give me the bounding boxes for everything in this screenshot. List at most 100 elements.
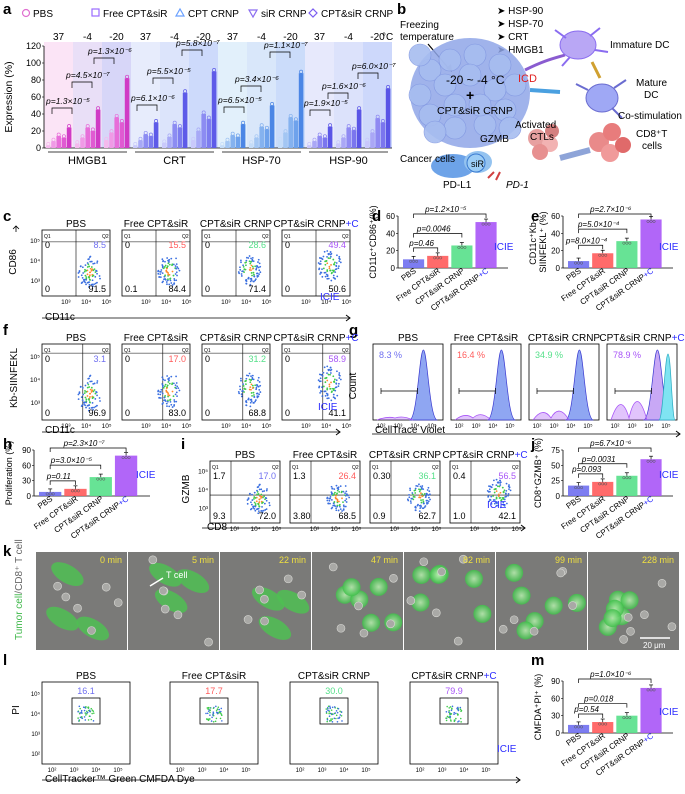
flow-dot [165, 402, 168, 405]
flow-dot [99, 277, 101, 280]
q1-value: 0 [205, 240, 210, 250]
t-cell [158, 586, 168, 596]
bar-3 [640, 687, 662, 733]
point [601, 253, 605, 257]
pvalue: p=4.5×10⁻⁷ [65, 70, 110, 80]
flow-dot [344, 499, 347, 502]
flow-dot [94, 398, 97, 400]
l-dot [80, 711, 83, 714]
flow-dot [500, 499, 503, 501]
tumor-cell [620, 591, 639, 610]
tumor-cell [342, 578, 361, 597]
flow-dot [319, 260, 322, 263]
flow-dot [91, 389, 93, 392]
flow-dot [168, 382, 171, 385]
flow-dot [254, 505, 257, 508]
c-ylabel: CD86 [8, 249, 19, 275]
flow-dot [86, 386, 89, 389]
flow-dot [81, 386, 84, 389]
flow-dot [237, 391, 240, 393]
sig-p: p=2.3×10⁻⁷ [63, 439, 106, 448]
flow-dot [249, 508, 252, 511]
l-dot [328, 712, 330, 715]
flow-dot [416, 504, 419, 507]
flow-dot [244, 380, 247, 383]
title-main: CPT&siR CRNP [442, 450, 515, 461]
l-dot [208, 718, 210, 720]
flow-dot [410, 502, 412, 504]
temp-label: -20 [196, 32, 211, 43]
flow-dot [268, 504, 271, 507]
q4-value: 0 [205, 284, 210, 294]
flow-dot [159, 397, 162, 399]
bar-freecptsir [167, 136, 172, 148]
bar-2 [616, 475, 638, 496]
flow-dot [94, 282, 97, 285]
bar-point [346, 124, 351, 129]
l-dot [453, 719, 456, 721]
q-tag: Q2 [432, 465, 439, 471]
flow-dot [161, 376, 164, 379]
point [51, 492, 55, 496]
flow-dot [264, 496, 267, 499]
flow-dot [87, 383, 90, 386]
hist-title-1: Free CPT&siR [454, 333, 518, 344]
flow-dot [86, 281, 89, 284]
tumor-cell [603, 609, 622, 628]
l-dot [448, 713, 451, 715]
point [598, 482, 602, 486]
k-ylabel: Tumor cell/CD8⁺ T cell [14, 539, 25, 640]
b-item-crt: ➤ CRT [497, 32, 529, 43]
l-dot [206, 707, 209, 709]
sig-bracket [152, 77, 174, 84]
l-dot [209, 707, 211, 709]
bar-point [148, 132, 153, 137]
flow-title-3: CPT&siR CRNP+C [273, 333, 358, 344]
pvalue: p=3.4×10⁻⁶ [234, 74, 279, 84]
bar-point [254, 134, 259, 139]
x-tick: 10⁴ [241, 299, 251, 306]
ytick-label: 20 [31, 126, 41, 136]
l-dot [91, 712, 93, 715]
l-dot [459, 717, 462, 720]
flow-dot [348, 496, 351, 499]
l-dot [446, 705, 448, 708]
flow-dot [240, 395, 243, 398]
l-dot [87, 706, 89, 709]
flow-dot [326, 379, 329, 382]
point [622, 716, 626, 720]
flow-dot [419, 507, 422, 510]
q3-value: 83.0 [168, 408, 186, 418]
flow-dot [251, 265, 254, 268]
flow-dot [239, 388, 242, 391]
flow-dot [325, 273, 328, 276]
flow-dot [261, 511, 264, 514]
l-dot [84, 719, 87, 721]
flow-dot [318, 373, 321, 376]
flow-dot [424, 496, 427, 499]
ytick-label: 60 [551, 212, 560, 221]
flow-dot [345, 498, 348, 500]
q3-value: 84.4 [168, 284, 186, 294]
flow-dot [176, 385, 179, 388]
flow-dot [338, 372, 341, 374]
flow-dot [80, 405, 83, 408]
flow-dot [173, 283, 175, 285]
tumor-cell [362, 613, 381, 632]
bar-pbs [336, 143, 341, 148]
flow-dot [422, 507, 425, 510]
q2-value: 28.6 [248, 240, 266, 250]
point [484, 222, 488, 226]
tumor-cell [438, 48, 462, 72]
pvalue: p=1.9×10⁻⁵ [303, 98, 348, 108]
b-ctl-1: Activated [515, 120, 556, 131]
hist-peak [409, 349, 438, 421]
flow-dot [499, 482, 501, 484]
l-dot [335, 717, 337, 720]
l-dot [328, 710, 331, 713]
bar-point [80, 134, 85, 139]
flow-dot [323, 271, 326, 274]
legend-pbs: PBS [33, 9, 53, 20]
flow-dot [245, 404, 248, 407]
bar-point [241, 120, 246, 125]
